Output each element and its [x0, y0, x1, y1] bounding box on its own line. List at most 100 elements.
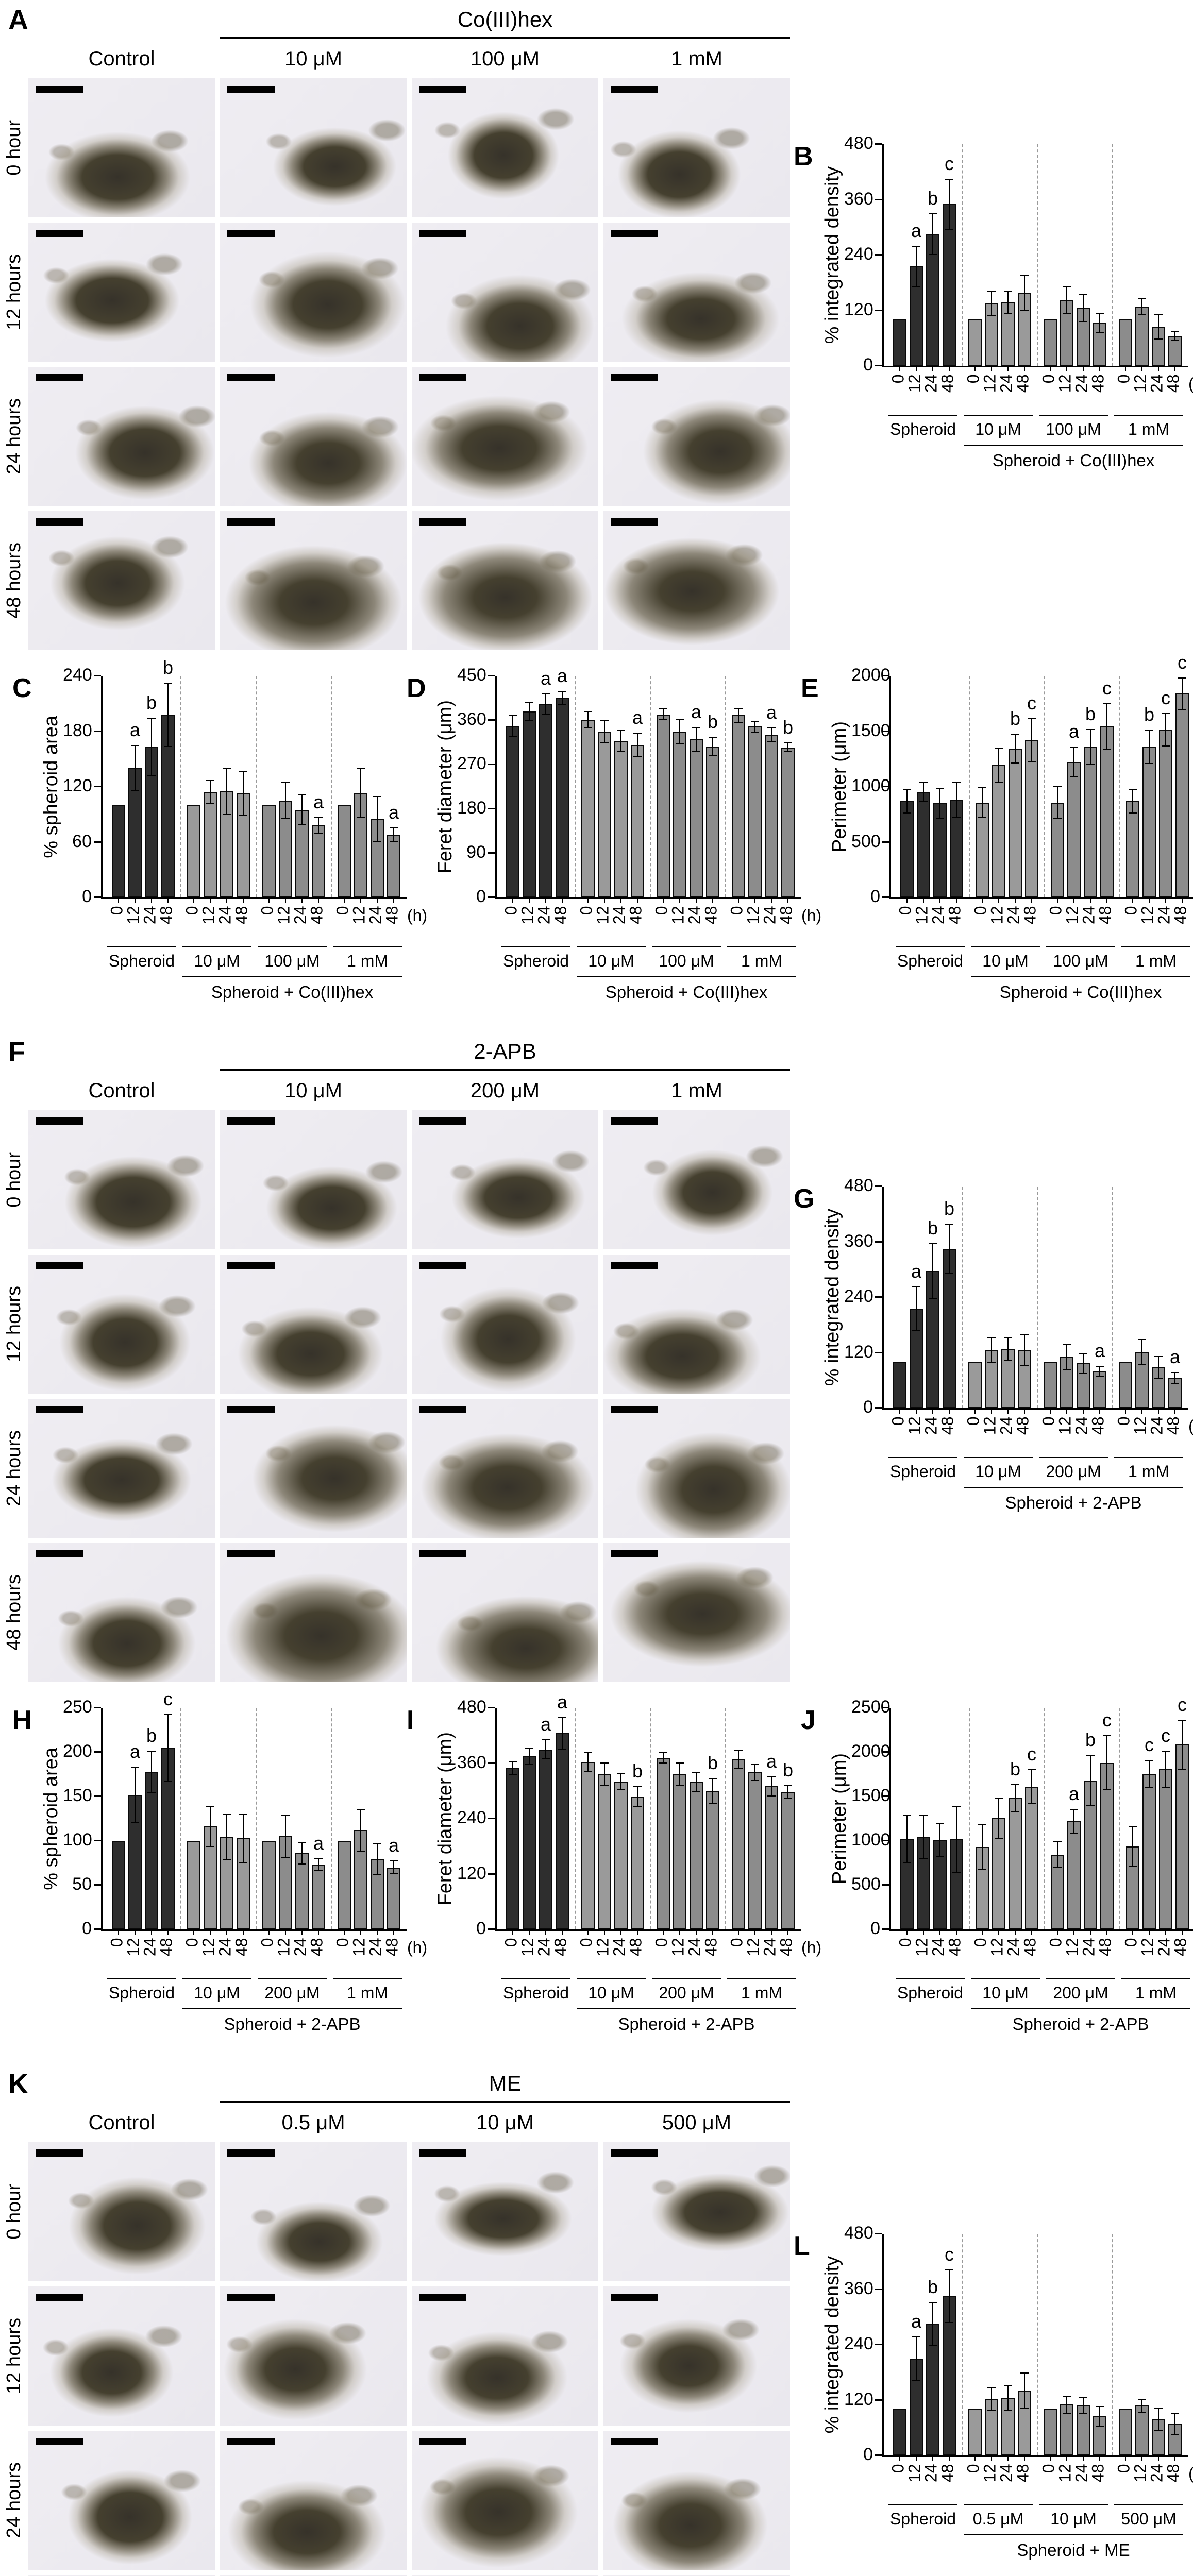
x-tick-mark [512, 899, 513, 903]
x-tick-mark [193, 1930, 194, 1935]
x-tick-label: 48 [626, 906, 645, 925]
chart-L: L% integrated density 0 120 240 360 480 a b c 0 12… [794, 2223, 1193, 2576]
x-tick-label: 48 [1088, 1416, 1107, 1435]
x-tick-mark [949, 367, 950, 371]
group-labels: Spheroid 10 μM 200 μM 1 mM [882, 1457, 1186, 1485]
x-tick-mark [268, 1930, 270, 1935]
error-bar-cap-bottom [1053, 1867, 1062, 1868]
group-label-200μM: 200 μM [1039, 1457, 1108, 1481]
error-bar-cap-top [1079, 2397, 1087, 2399]
treatment-bracket: Spheroid + 2-APB [882, 1485, 1186, 1529]
error-bar-cap-top [912, 1286, 920, 1288]
micrograph-F-r3c2 [412, 1543, 598, 1682]
x-tick-mark [193, 899, 194, 903]
x-tick-mark [899, 1409, 900, 1414]
y-tick-mark [94, 1884, 101, 1886]
y-axis-title-text: % integrated density [821, 166, 843, 344]
y-tick-mark [882, 730, 889, 732]
group-separator-line [1112, 144, 1113, 366]
error-bar-cap-bottom [919, 1858, 928, 1859]
error-bar-cap-bottom [281, 818, 290, 819]
x-tick-mark [1182, 899, 1183, 903]
error-bar-cap-bottom [987, 2410, 996, 2411]
error-bar [1090, 729, 1091, 765]
bar-100μM-0h [657, 714, 670, 897]
error-bar [982, 787, 983, 819]
bar-Spheroid-0h [893, 1362, 906, 1408]
error-bar-cap-top [1011, 1784, 1019, 1785]
error-bar-cap-top [633, 732, 642, 734]
x-tick-label: 48 [945, 1938, 964, 1957]
error-bar-cap-top [1138, 1338, 1146, 1340]
group-separator-line [180, 1708, 181, 1929]
bar-1mM-0h [338, 805, 351, 897]
x-tick-mark [1125, 1409, 1126, 1414]
error-bar [393, 1860, 394, 1875]
x-tick-label: 48 [1164, 1416, 1183, 1435]
y-tick-mark [488, 808, 495, 809]
error-bar [637, 732, 638, 757]
row-label-24-hours: 24 hours [1, 1399, 27, 1538]
error-bar-cap-top [995, 747, 1003, 749]
error-bar-cap-bottom [223, 813, 231, 815]
x-tick-mark [377, 1930, 378, 1935]
spheroid-blob [412, 1110, 598, 1249]
time-unit-label: (h) [801, 1938, 822, 1957]
x-tick-mark [1073, 1930, 1074, 1935]
error-bar [1015, 733, 1016, 764]
x-tick-mark [771, 899, 772, 903]
error-bar-cap-top [659, 708, 667, 710]
bar-1mM-12h [1135, 307, 1149, 366]
error-bar [663, 708, 664, 720]
bar-10μM-0h [968, 319, 982, 366]
error-bar [1158, 313, 1159, 340]
y-tick-label: 0 [863, 1397, 873, 1417]
row-label-12-hours: 12 hours [1, 223, 27, 362]
error-bar-cap-bottom [1171, 339, 1179, 341]
error-bar-cap-bottom [600, 1784, 609, 1786]
x-tick-mark [991, 367, 992, 371]
x-tick-mark [360, 899, 361, 903]
error-bar-cap-top [147, 717, 156, 719]
row-label-0-hour: 0 hour [1, 2142, 27, 2281]
error-bar [1141, 298, 1142, 315]
error-bar-cap-bottom [1103, 748, 1111, 750]
x-tick-mark [360, 1930, 361, 1935]
error-bar-cap-bottom [1178, 1768, 1186, 1770]
y-axis: 0 120 240 360 480 [457, 1697, 495, 1938]
y-tick-mark [488, 1928, 495, 1930]
x-tick-mark [301, 1930, 303, 1935]
error-bar [991, 291, 992, 317]
treatment-header-label: 2-APB [474, 1039, 536, 1063]
row-label-text: 24 hours [3, 398, 25, 474]
micrograph-K-r3c0 [28, 2575, 215, 2576]
y-tick-label: 240 [844, 244, 873, 264]
significance-letter: a [766, 702, 777, 723]
error-bar [301, 1841, 303, 1865]
spheroid-blob [603, 1255, 790, 1394]
error-bar [991, 1337, 992, 1364]
bar-Spheroid-0h [506, 726, 519, 897]
group-separator-line [331, 676, 332, 897]
scale-bar [36, 374, 83, 381]
plot-column: bcabcbcc0122448012244801224480122448(h)S… [889, 652, 1193, 1019]
error-bar-cap-top [1178, 1720, 1186, 1721]
x-tick-label: 48 [1096, 1938, 1115, 1957]
x-tick-label: 48 [938, 1416, 957, 1435]
error-bar-cap-top [1004, 2384, 1012, 2386]
row-label-text: 12 hours [3, 1286, 25, 1362]
column-label-dose-2: 200 μM [470, 1079, 540, 1102]
error-bar-cap-bottom [929, 254, 937, 255]
bar-1mM-12h [748, 1772, 762, 1929]
group-label-200μM: 200 μM [652, 1978, 721, 2003]
treatment-bracket: Spheroid + 2-APB [889, 2006, 1193, 2050]
error-bar-cap-bottom [509, 736, 517, 737]
micrograph-A-r3c0 [28, 511, 215, 650]
bar-100μM-0h [1044, 319, 1057, 366]
x-tick-mark [1174, 367, 1175, 371]
